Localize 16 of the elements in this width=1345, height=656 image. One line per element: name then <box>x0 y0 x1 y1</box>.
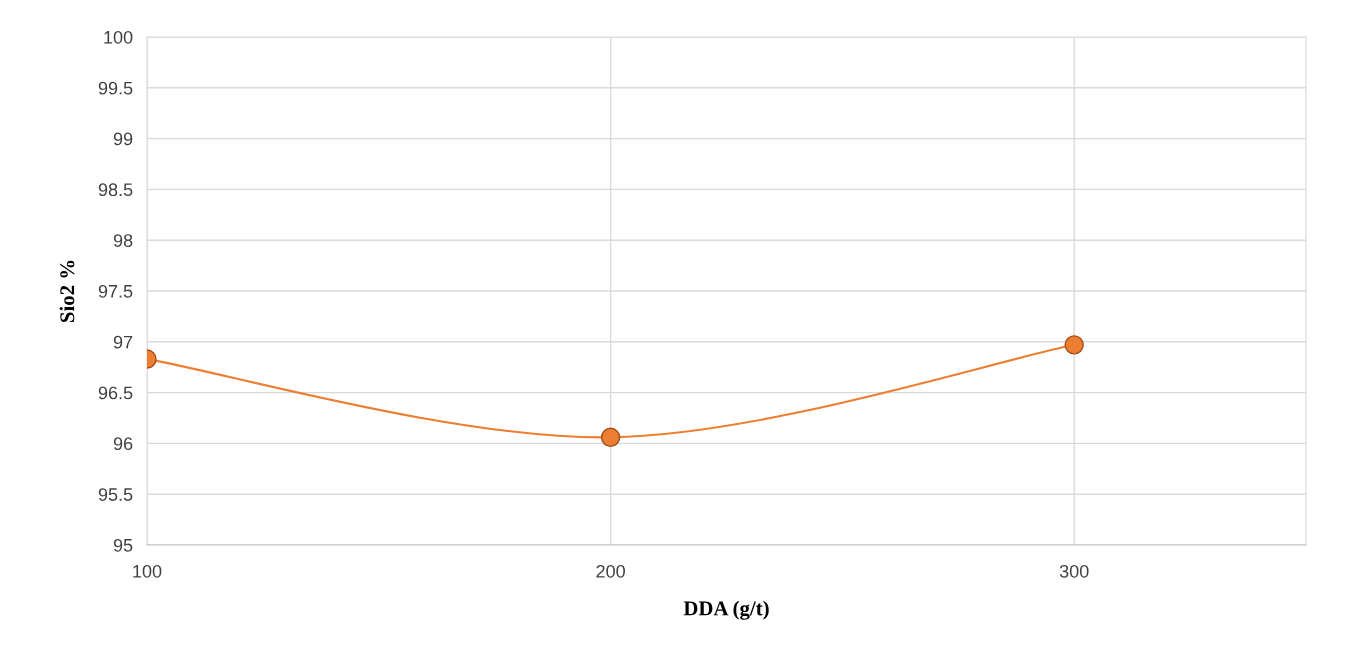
y-tick-label: 98.5 <box>98 183 133 197</box>
y-tick-label: 98 <box>113 234 133 247</box>
x-tick-label: 100 <box>133 564 162 578</box>
y-tick-label: 96 <box>113 437 133 451</box>
y-tick-label: 96.5 <box>98 386 133 400</box>
y-tick-label: 100 <box>104 30 133 44</box>
y-tick-label: 99.5 <box>98 81 133 95</box>
y-tick-label: 97.5 <box>98 284 133 298</box>
y-tick-label: 99 <box>113 132 133 146</box>
y-tick-label: 95 <box>113 538 133 552</box>
y-tick-label: 95.5 <box>98 488 133 501</box>
x-axis-title: DDA (g/t) <box>683 600 769 620</box>
x-tick-label: 300 <box>1059 564 1089 578</box>
y-axis-title: Sio2 % <box>59 260 75 323</box>
y-tick-label: 97 <box>113 335 133 349</box>
x-tick-label: 200 <box>596 564 625 578</box>
